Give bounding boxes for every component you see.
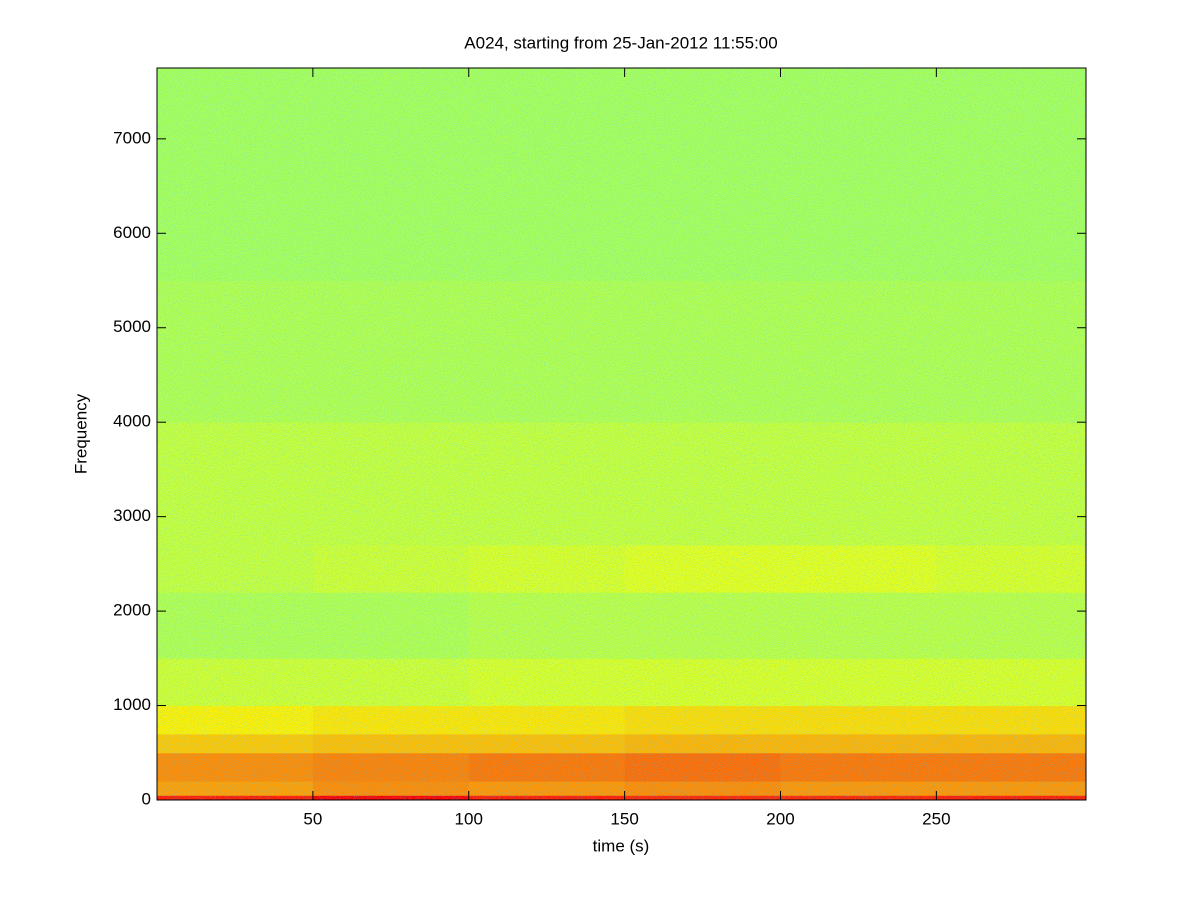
x-tick-label: 150 (610, 809, 638, 828)
x-tick-label: 250 (922, 809, 950, 828)
y-tick-label: 3000 (113, 506, 151, 525)
x-axis-label: time (s) (593, 836, 650, 855)
y-tick-label: 4000 (113, 412, 151, 431)
y-tick-label: 5000 (113, 317, 151, 336)
texture (157, 68, 1086, 800)
x-tick-label: 100 (455, 809, 483, 828)
plot-frame (156, 67, 1087, 801)
y-tick-label: 6000 (113, 223, 151, 242)
y-tick-label: 7000 (113, 128, 151, 147)
y-tick-label: 0 (142, 789, 151, 808)
chart-title: A024, starting from 25-Jan-2012 11:55:00 (464, 33, 777, 52)
y-tick-label: 2000 (113, 601, 151, 620)
y-axis-label: Frequency (71, 393, 90, 474)
y-tick-label: 1000 (113, 695, 151, 714)
x-tick-label: 200 (766, 809, 794, 828)
x-tick-label: 50 (303, 809, 322, 828)
